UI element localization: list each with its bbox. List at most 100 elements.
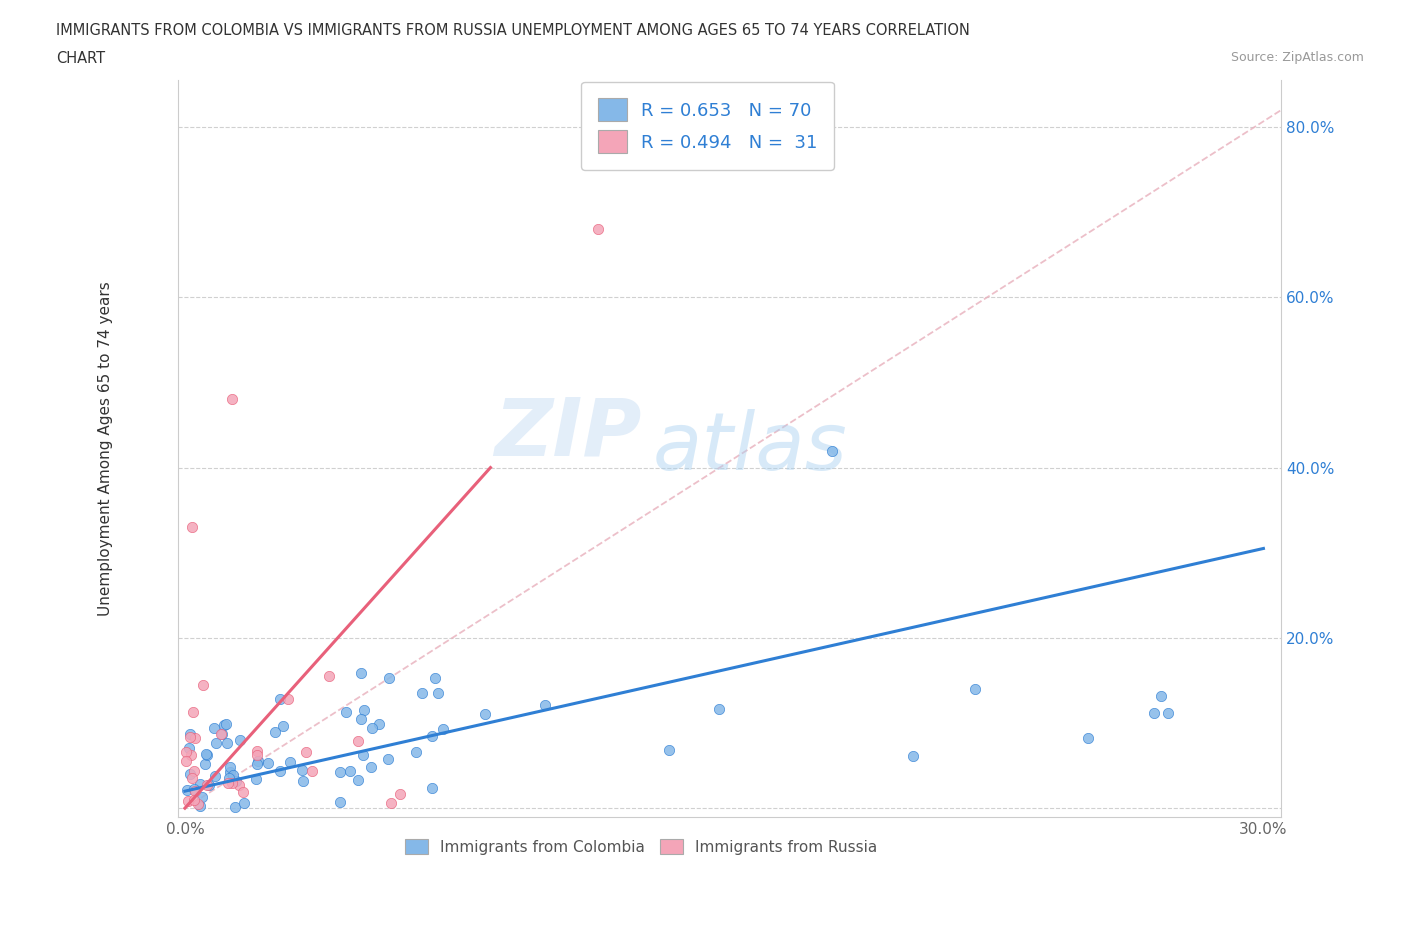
- Point: [195, 778, 218, 793]
- Point: [426, 686, 449, 701]
- Point: [194, 756, 217, 771]
- Point: [360, 760, 382, 775]
- Point: [335, 705, 357, 720]
- Point: [245, 771, 267, 786]
- Text: CHART: CHART: [56, 51, 105, 66]
- Point: [247, 753, 270, 768]
- Point: [588, 221, 610, 236]
- Point: [215, 736, 238, 751]
- Point: [533, 698, 555, 712]
- Point: [277, 691, 299, 706]
- Point: [420, 728, 443, 743]
- Point: [217, 775, 239, 790]
- Point: [353, 703, 375, 718]
- Point: [184, 784, 207, 799]
- Point: [183, 764, 205, 778]
- Point: [329, 795, 352, 810]
- Point: [269, 764, 291, 778]
- Point: [709, 701, 731, 716]
- Point: [198, 777, 221, 792]
- Point: [246, 748, 269, 763]
- Text: atlas: atlas: [652, 409, 846, 487]
- Point: [218, 764, 240, 779]
- Point: [174, 753, 197, 768]
- Point: [1150, 689, 1173, 704]
- Point: [190, 777, 212, 791]
- Point: [367, 717, 389, 732]
- Point: [389, 787, 412, 802]
- Point: [474, 707, 496, 722]
- Point: [301, 764, 323, 778]
- Point: [188, 798, 211, 813]
- Point: [211, 726, 233, 741]
- Point: [361, 720, 384, 735]
- Point: [204, 768, 226, 783]
- Point: [1156, 705, 1178, 720]
- Point: [221, 776, 243, 790]
- Point: [380, 795, 402, 810]
- Point: [215, 717, 238, 732]
- Point: [218, 760, 240, 775]
- Point: [179, 740, 201, 755]
- Text: Unemployment Among Ages 65 to 74 years: Unemployment Among Ages 65 to 74 years: [98, 281, 114, 616]
- Point: [346, 733, 368, 748]
- Point: [233, 795, 256, 810]
- Point: [224, 800, 246, 815]
- Point: [339, 764, 361, 778]
- Point: [181, 520, 204, 535]
- Point: [205, 736, 228, 751]
- Point: [278, 754, 301, 769]
- Point: [405, 745, 427, 760]
- Legend: Immigrants from Colombia, Immigrants from Russia: Immigrants from Colombia, Immigrants fro…: [399, 832, 884, 860]
- Point: [191, 790, 214, 804]
- Point: [347, 772, 370, 787]
- Point: [212, 718, 235, 733]
- Point: [179, 766, 201, 781]
- Point: [420, 781, 443, 796]
- Point: [176, 745, 198, 760]
- Point: [291, 763, 314, 777]
- Point: [222, 767, 245, 782]
- Point: [411, 685, 433, 700]
- Point: [232, 785, 254, 800]
- Point: [183, 792, 205, 807]
- Point: [176, 782, 198, 797]
- Point: [329, 764, 352, 779]
- Point: [195, 748, 218, 763]
- Text: ZIP: ZIP: [494, 394, 641, 472]
- Point: [181, 705, 204, 720]
- Point: [184, 730, 207, 745]
- Point: [350, 711, 373, 726]
- Point: [352, 748, 374, 763]
- Point: [187, 796, 209, 811]
- Point: [180, 748, 202, 763]
- Point: [295, 745, 318, 760]
- Point: [821, 443, 844, 458]
- Point: [658, 743, 681, 758]
- Point: [246, 743, 269, 758]
- Point: [179, 726, 201, 741]
- Point: [209, 727, 232, 742]
- Point: [1143, 706, 1166, 721]
- Point: [291, 774, 314, 789]
- Point: [271, 718, 294, 733]
- Point: [191, 677, 214, 692]
- Point: [228, 777, 250, 792]
- Point: [218, 771, 240, 786]
- Point: [963, 682, 986, 697]
- Point: [903, 749, 925, 764]
- Point: [225, 774, 247, 789]
- Text: IMMIGRANTS FROM COLOMBIA VS IMMIGRANTS FROM RUSSIA UNEMPLOYMENT AMONG AGES 65 TO: IMMIGRANTS FROM COLOMBIA VS IMMIGRANTS F…: [56, 23, 970, 38]
- Point: [180, 771, 202, 786]
- Point: [1077, 731, 1099, 746]
- Point: [377, 671, 399, 685]
- Point: [377, 751, 399, 766]
- Point: [432, 721, 454, 736]
- Text: Source: ZipAtlas.com: Source: ZipAtlas.com: [1230, 51, 1364, 64]
- Point: [318, 669, 340, 684]
- Point: [350, 666, 373, 681]
- Point: [263, 724, 285, 739]
- Point: [177, 793, 200, 808]
- Point: [179, 729, 201, 744]
- Point: [269, 692, 291, 707]
